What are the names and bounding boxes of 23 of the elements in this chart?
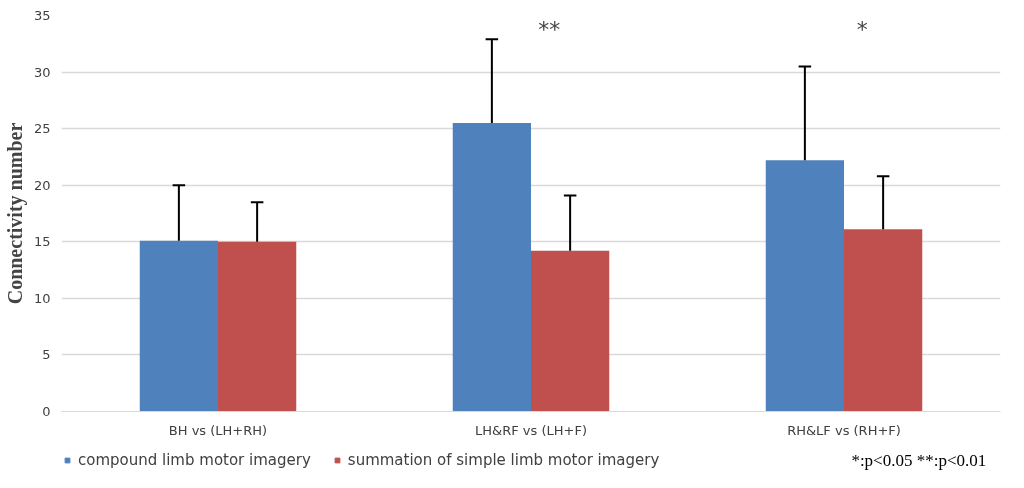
x-tick-label: BH vs (LH+RH) — [168, 422, 268, 438]
bar — [452, 122, 531, 412]
annotation: ** — [538, 17, 561, 42]
y-tick-label: 30 — [33, 64, 51, 80]
x-tick-label: RH&LF vs (RH+F) — [787, 422, 901, 438]
bar — [531, 250, 610, 412]
bar — [844, 229, 923, 412]
y-tick-label: 35 — [33, 8, 51, 23]
y-tick-label: 5 — [42, 347, 51, 363]
legend-label: compound limb motor imagery — [78, 451, 311, 469]
text: *:p<0.05 **:p<0.01 — [851, 451, 987, 470]
bar — [765, 160, 844, 412]
y-tick-label: 10 — [33, 290, 51, 306]
bar — [139, 240, 218, 412]
y-tick-label: 15 — [33, 234, 51, 250]
x-tick-label: LH&RF vs (LH+F) — [475, 422, 587, 438]
y-tick-label: 25 — [33, 121, 51, 137]
y-tick-label: 0 — [42, 404, 51, 419]
annotation: * — [856, 17, 868, 42]
legend-label: summation of simple limb motor imagery — [347, 451, 660, 469]
y-axis-title: Connectivity number — [3, 122, 27, 305]
y-tick-label: 20 — [33, 177, 51, 193]
bar — [218, 241, 297, 412]
